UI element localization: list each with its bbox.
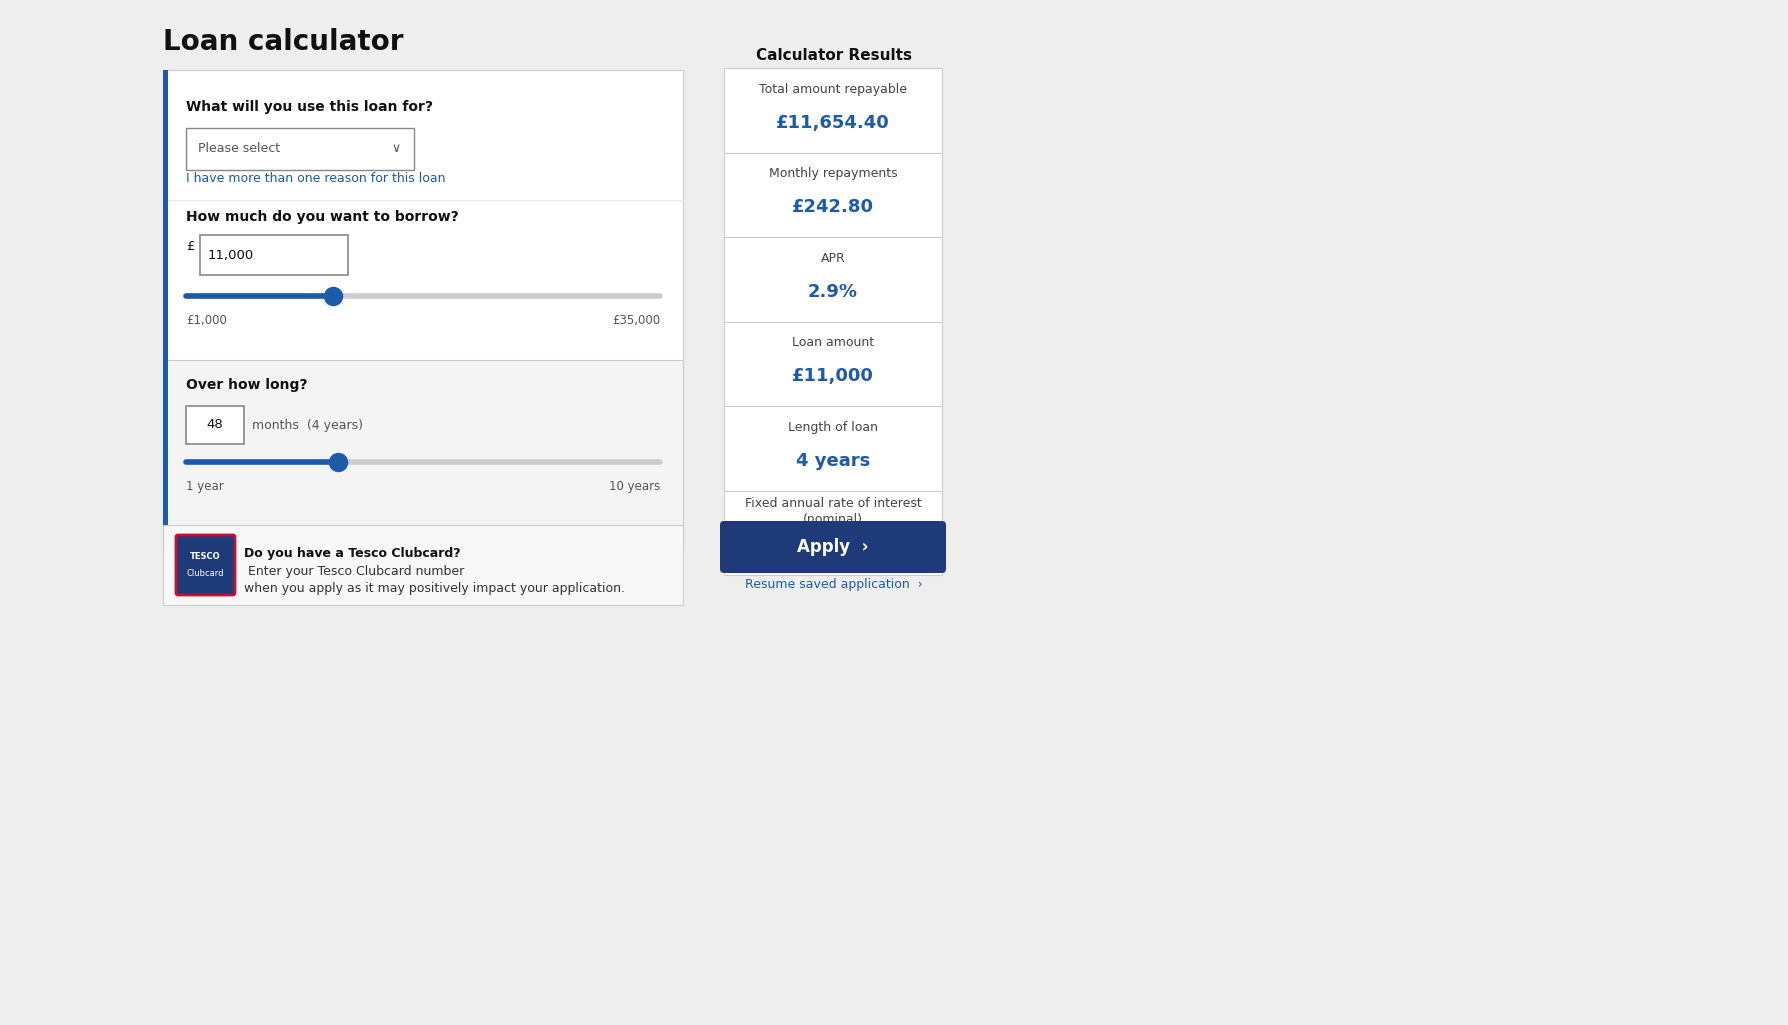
FancyBboxPatch shape: [163, 70, 168, 550]
FancyBboxPatch shape: [721, 521, 946, 573]
Text: Calculator Results: Calculator Results: [756, 48, 912, 63]
Text: What will you use this loan for?: What will you use this loan for?: [186, 100, 433, 114]
Text: 2.9%: 2.9%: [808, 283, 858, 301]
Text: when you apply as it may positively impact your application.: when you apply as it may positively impa…: [243, 582, 626, 594]
Text: Please select: Please select: [198, 142, 281, 156]
Text: £1,000: £1,000: [186, 314, 227, 327]
Text: £11,000: £11,000: [792, 367, 874, 385]
Text: 10 years: 10 years: [608, 480, 660, 493]
Text: 11,000: 11,000: [207, 248, 254, 261]
FancyBboxPatch shape: [724, 322, 942, 406]
FancyBboxPatch shape: [175, 535, 234, 594]
Text: months  (4 years): months (4 years): [252, 418, 363, 432]
Text: Clubcard: Clubcard: [186, 569, 224, 578]
FancyBboxPatch shape: [724, 68, 942, 153]
FancyBboxPatch shape: [163, 70, 683, 550]
Text: Resume saved application  ›: Resume saved application ›: [746, 578, 923, 591]
Text: 1 year: 1 year: [186, 480, 224, 493]
Text: £: £: [186, 241, 195, 253]
FancyBboxPatch shape: [163, 525, 683, 605]
Text: £242.80: £242.80: [792, 199, 874, 216]
Text: £11,654.40: £11,654.40: [776, 114, 890, 132]
Text: 48: 48: [207, 418, 224, 432]
FancyBboxPatch shape: [163, 360, 168, 550]
FancyBboxPatch shape: [186, 128, 415, 170]
Text: I have more than one reason for this loan: I have more than one reason for this loa…: [186, 172, 445, 184]
Text: £35,000: £35,000: [611, 314, 660, 327]
Text: Monthly repayments: Monthly repayments: [769, 167, 898, 180]
FancyBboxPatch shape: [724, 491, 942, 575]
Text: Fixed annual rate of interest
(nominal): Fixed annual rate of interest (nominal): [744, 497, 921, 526]
Text: Total amount repayable: Total amount repayable: [758, 83, 907, 95]
FancyBboxPatch shape: [724, 237, 942, 322]
Text: Loan amount: Loan amount: [792, 336, 874, 350]
Text: Enter your Tesco Clubcard number: Enter your Tesco Clubcard number: [243, 565, 465, 578]
Text: 2.8622%: 2.8622%: [789, 536, 876, 555]
Text: Do you have a Tesco Clubcard?: Do you have a Tesco Clubcard?: [243, 547, 461, 560]
FancyBboxPatch shape: [200, 235, 349, 275]
FancyBboxPatch shape: [724, 406, 942, 491]
Text: Over how long?: Over how long?: [186, 378, 308, 392]
Text: Apply  ›: Apply ›: [797, 538, 869, 556]
Text: APR: APR: [821, 251, 846, 264]
Text: TESCO: TESCO: [190, 552, 220, 561]
Text: ∨: ∨: [392, 142, 401, 156]
Text: Length of loan: Length of loan: [789, 420, 878, 434]
Text: Loan calculator: Loan calculator: [163, 28, 404, 56]
Text: How much do you want to borrow?: How much do you want to borrow?: [186, 210, 460, 224]
Text: 4 years: 4 years: [796, 452, 871, 469]
FancyBboxPatch shape: [186, 406, 243, 444]
FancyBboxPatch shape: [724, 153, 942, 237]
FancyBboxPatch shape: [163, 360, 683, 550]
